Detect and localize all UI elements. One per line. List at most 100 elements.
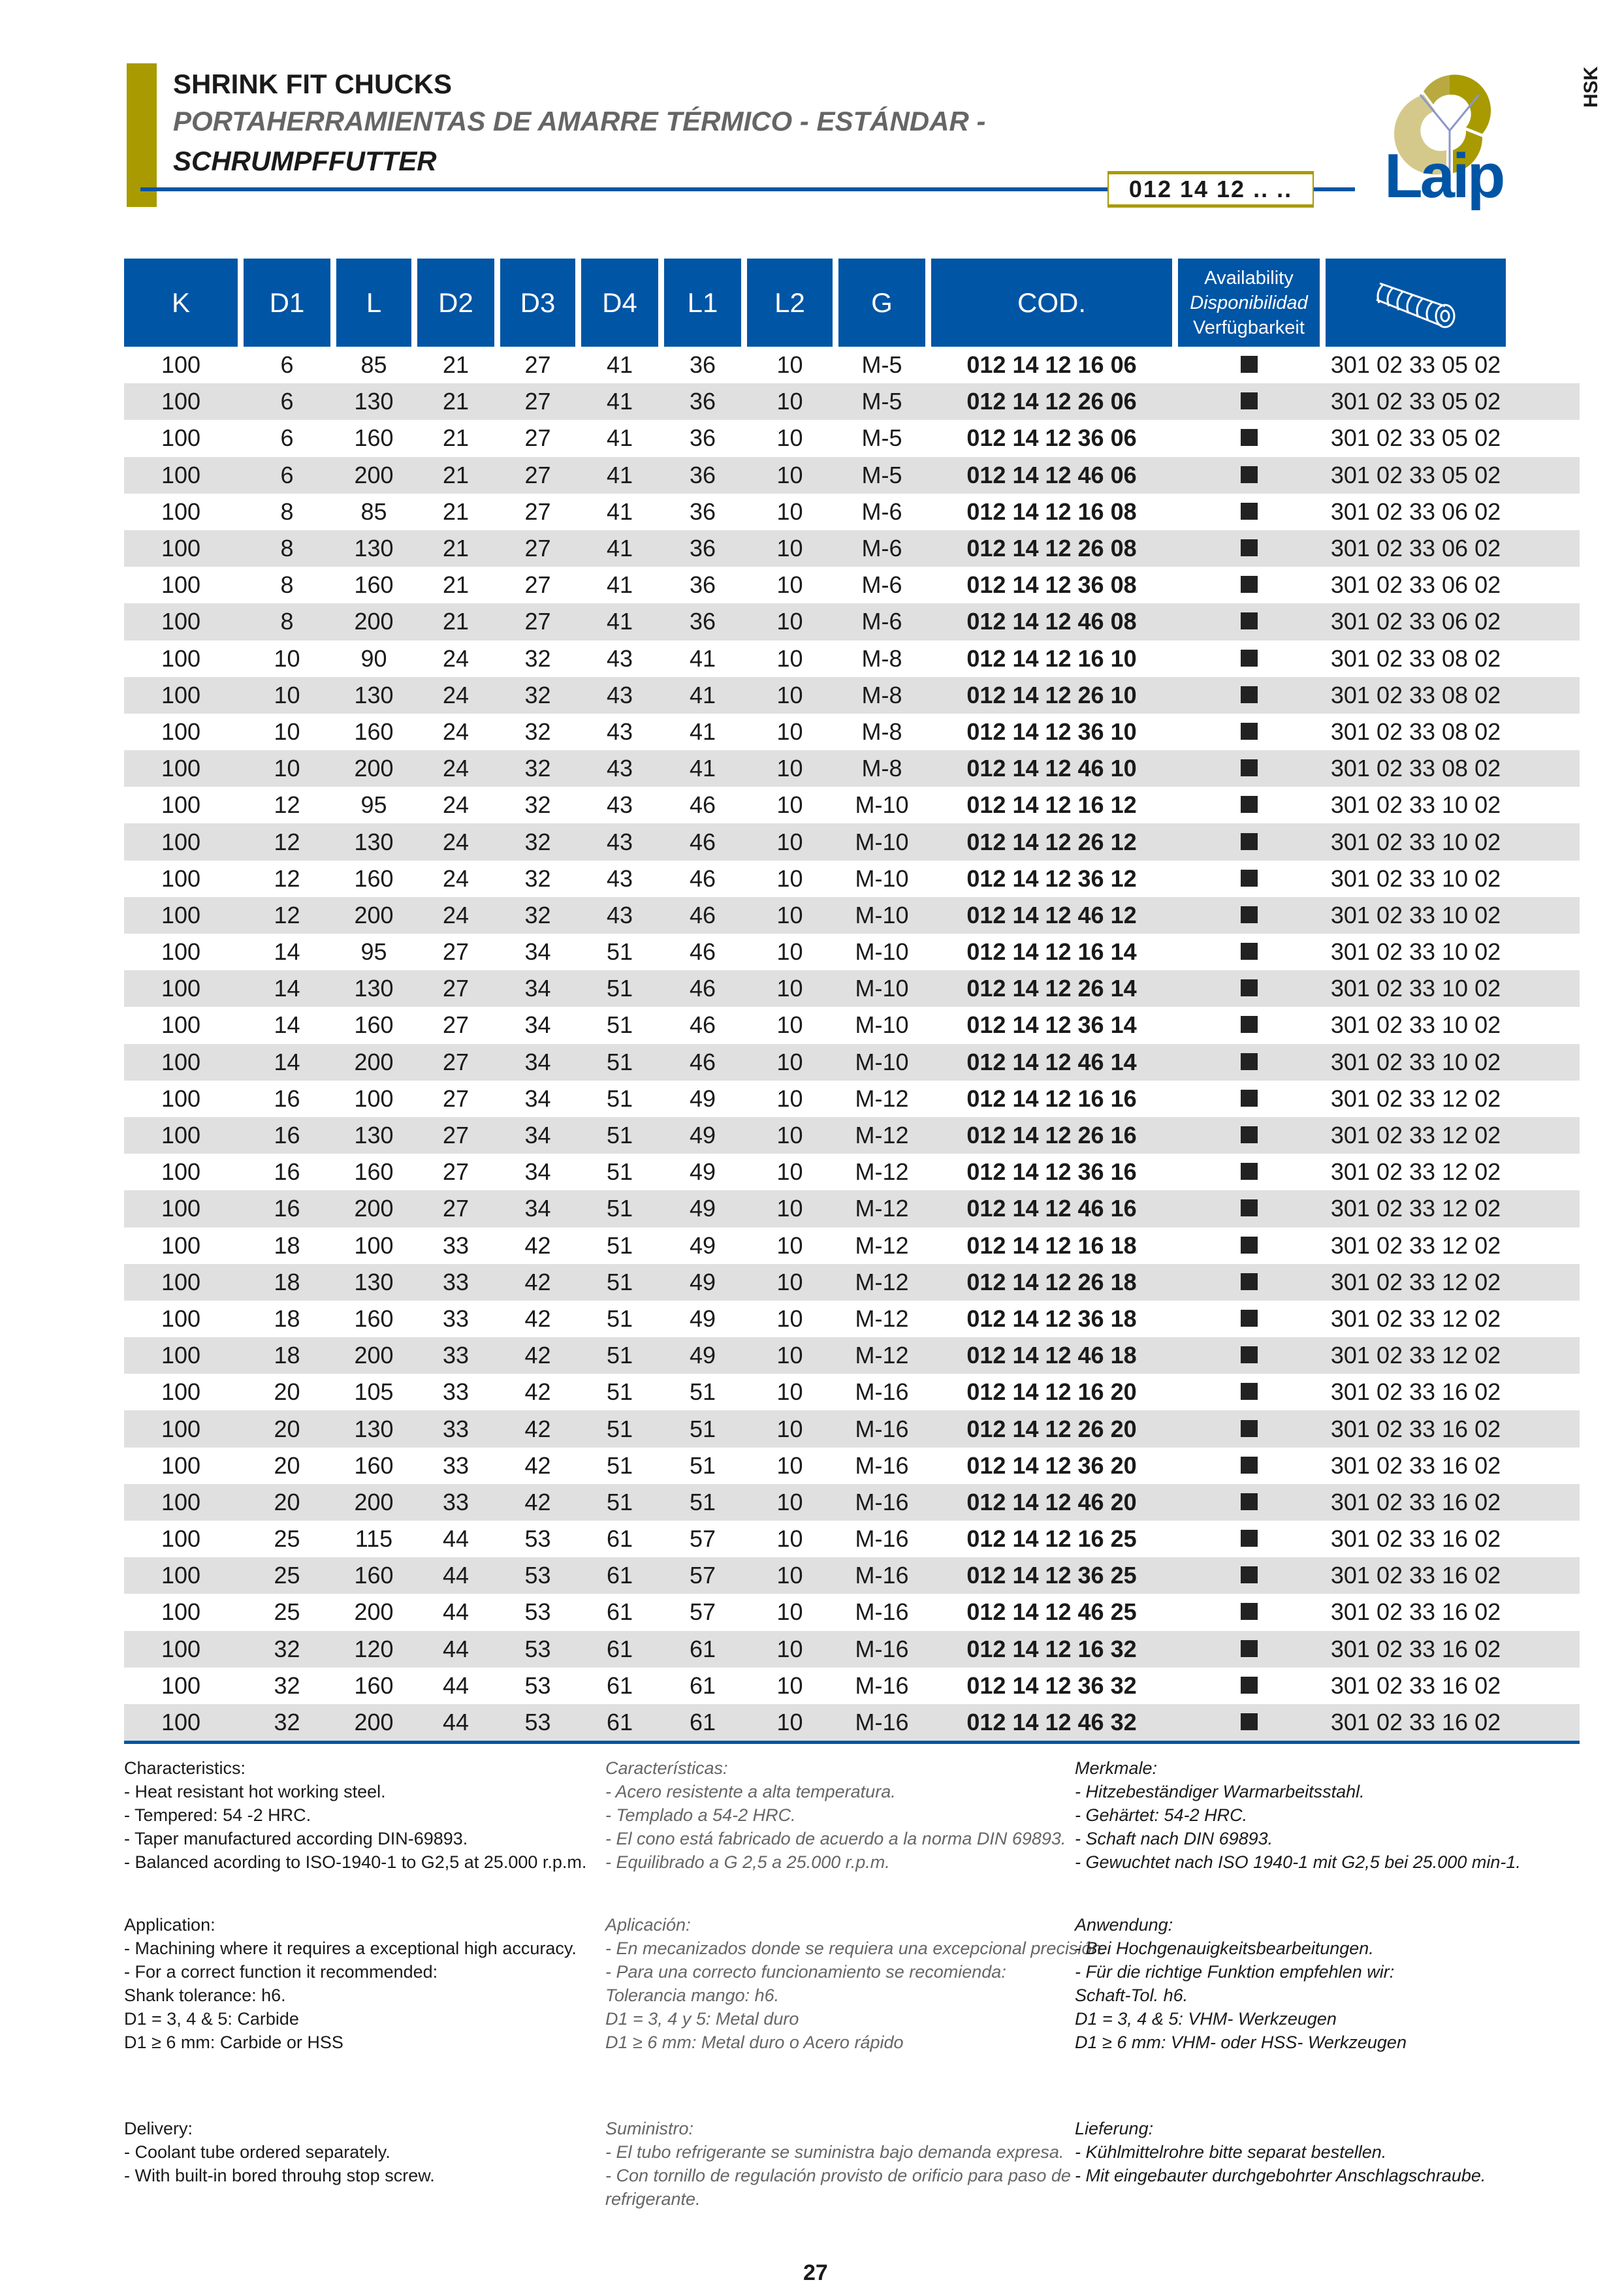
cell-l: 160 [354,864,394,892]
availability-cell [1178,1489,1320,1516]
cell-d1: 14 [274,1011,300,1039]
cell-d3: 32 [524,718,551,745]
cell-l2: 10 [776,1525,803,1553]
cell-d3: 53 [524,1709,551,1736]
cell-cod: 012 14 12 46 12 [966,901,1137,928]
cell-d2: 24 [442,828,470,855]
cell-d4: 61 [606,1671,633,1699]
table-row: 100 8 200 21 27 41 36 10 M-6 012 14 12 46 08 301 0… [124,603,1580,641]
cell-coolant-tube-code: 301 02 33 10 02 [1330,791,1501,819]
availability-cell [1178,791,1320,819]
table-row: 100 10 200 24 32 43 41 10 M-8 012 14 12 46 10 301 … [124,750,1580,787]
notes-line: D1 = 3, 4 & 5: VHM- Werkzeugen [1075,2009,1337,2029]
cell-k: 100 [161,1231,201,1259]
in-stock-square-icon [1240,502,1258,520]
table-bottom-line [124,1741,1580,1745]
table-row: 100 18 130 33 42 51 49 10 M-12 012 14 12 26 18 301… [124,1263,1580,1301]
cell-d4: 51 [606,1122,633,1149]
cell-d4: 51 [606,1488,633,1515]
cell-d2: 27 [442,1011,470,1039]
in-stock-square-icon [1240,1236,1258,1254]
in-stock-square-icon [1240,869,1258,887]
in-stock-square-icon [1240,429,1258,447]
page-number: 27 [803,2260,828,2285]
availability-es: Disponibilidad [1190,292,1308,313]
in-stock-square-icon [1240,1053,1258,1070]
cell-d3: 42 [524,1268,551,1295]
availability-cell [1178,1562,1320,1589]
availability-cell [1178,1598,1320,1626]
cell-d1: 32 [274,1709,300,1736]
notes-section-heading: Merkmale: [1075,1758,1158,1778]
cell-l1: 49 [689,1342,716,1369]
table-row: 100 10 160 24 32 43 41 10 M-8 012 14 12 36 10 301 … [124,714,1580,750]
cell-l: 160 [354,1305,394,1332]
cell-d4: 51 [606,1048,633,1075]
notes-german: Merkmale: - Hitzebeständiger Warmarbeitss… [1075,1756,1521,2187]
availability-cell [1178,462,1320,489]
cell-coolant-tube-code: 301 02 33 16 02 [1330,1525,1501,1553]
availability-cell [1178,1525,1320,1553]
cell-d4: 51 [606,1342,633,1369]
cell-cod: 012 14 12 36 16 [966,1158,1137,1186]
cell-d1: 18 [274,1342,300,1369]
cell-d1: 16 [274,1195,300,1222]
cell-d2: 27 [442,1122,470,1149]
cell-d1: 16 [274,1084,300,1112]
table-row: 100 20 105 33 42 51 51 10 M-16 012 14 12 16 20 301… [124,1374,1580,1410]
availability-cell [1178,1158,1320,1186]
cell-coolant-tube-code: 301 02 33 10 02 [1330,938,1501,966]
availability-cell [1178,535,1320,562]
cell-cod: 012 14 12 36 06 [966,424,1137,452]
cell-cod: 012 14 12 16 10 [966,644,1137,672]
cell-d4: 51 [606,1158,633,1186]
cell-cod: 012 14 12 26 12 [966,828,1137,855]
table-row: 100 12 160 24 32 43 46 10 M-10 012 14 12 36 12 301… [124,861,1580,897]
cell-cod: 012 14 12 26 18 [966,1268,1137,1295]
cell-cod: 012 14 12 16 20 [966,1378,1137,1406]
cell-d4: 41 [606,388,633,415]
table-row: 100 10 90 24 32 43 41 10 M-8 012 14 12 16 10 301 0… [124,641,1580,677]
cell-l1: 49 [689,1158,716,1186]
cell-g: M-12 [855,1195,909,1222]
table-row: 100 16 130 27 34 51 49 10 M-12 012 14 12 26 16 301… [124,1116,1580,1154]
cell-d2: 33 [442,1378,470,1406]
cell-coolant-tube-code: 301 02 33 05 02 [1330,424,1501,452]
cell-coolant-tube-code: 301 02 33 06 02 [1330,571,1501,599]
cell-l1: 49 [689,1195,716,1222]
cell-l2: 10 [776,1195,803,1222]
cell-coolant-tube-code: 301 02 33 10 02 [1330,1011,1501,1039]
notes-line: - Bei Hochgenauigkeitsbearbeitungen. [1075,1939,1374,1958]
cell-k: 100 [161,1635,201,1662]
cell-d1: 25 [274,1598,300,1626]
col-header-d4: D4 [581,259,658,347]
cell-d2: 24 [442,901,470,928]
cell-l2: 10 [776,1305,803,1332]
cell-d3: 34 [524,1122,551,1149]
cell-l1: 46 [689,975,716,1002]
notes-line: D1 ≥ 6 mm: Metal duro o Acero rápido [605,2033,904,2052]
cell-g: M-16 [855,1635,909,1662]
cell-d4: 41 [606,424,633,452]
cell-l2: 10 [776,1635,803,1662]
notes-line: - Schaft nach DIN 69893. [1075,1829,1273,1848]
cell-l: 200 [354,901,394,928]
table-row: 100 32 120 44 53 61 61 10 M-16 012 14 12 16 32 301… [124,1630,1580,1668]
cell-d2: 27 [442,975,470,1002]
cell-l1: 61 [689,1635,716,1662]
cell-coolant-tube-code: 301 02 33 06 02 [1330,608,1501,635]
cell-l1: 46 [689,828,716,855]
cell-d2: 33 [442,1415,470,1442]
cell-l: 130 [354,975,394,1002]
cell-d3: 53 [524,1635,551,1662]
table-row: 100 8 85 21 27 41 36 10 M-6 012 14 12 16 08 301 02… [124,494,1580,530]
cell-d4: 61 [606,1525,633,1553]
availability-cell [1178,1305,1320,1333]
col-header-availability: Availability Disponibilidad Verfügbarkei… [1178,259,1320,347]
notes-line: - Gewuchtet nach ISO 1940-1 mit G2,5 bei… [1075,1852,1521,1872]
cell-d2: 44 [442,1635,470,1662]
cell-k: 100 [161,901,201,928]
cell-d3: 42 [524,1488,551,1515]
cell-l1: 51 [689,1451,716,1479]
cell-l2: 10 [776,864,803,892]
